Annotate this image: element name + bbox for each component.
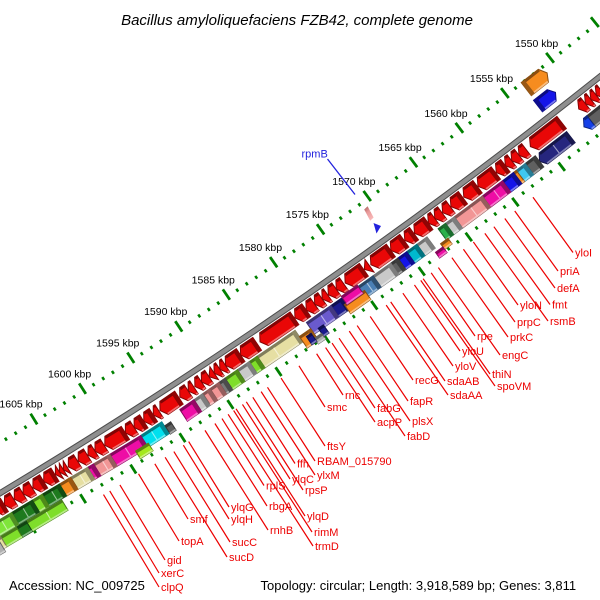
svg-text:rsmB: rsmB xyxy=(550,316,576,328)
svg-text:rimM: rimM xyxy=(314,527,338,539)
svg-text:1585 kbp: 1585 kbp xyxy=(192,274,235,286)
svg-text:ftsY: ftsY xyxy=(327,441,347,453)
svg-text:fabD: fabD xyxy=(407,431,430,443)
svg-text:1575 kbp: 1575 kbp xyxy=(286,209,329,221)
svg-text:acpP: acpP xyxy=(377,417,402,429)
svg-text:rplS: rplS xyxy=(266,481,286,493)
svg-text:defA: defA xyxy=(557,283,580,295)
svg-text:1550 kbp: 1550 kbp xyxy=(515,38,558,50)
svg-text:plsX: plsX xyxy=(412,416,434,428)
svg-text:1580 kbp: 1580 kbp xyxy=(239,242,282,254)
svg-text:rnhB: rnhB xyxy=(270,525,293,537)
svg-text:sucC: sucC xyxy=(232,537,257,549)
svg-text:1595 kbp: 1595 kbp xyxy=(96,338,139,350)
svg-text:rnc: rnc xyxy=(345,390,361,402)
svg-text:rpmB: rpmB xyxy=(302,149,328,161)
svg-text:ylqC: ylqC xyxy=(292,474,314,486)
svg-text:ylqD: ylqD xyxy=(307,511,329,523)
svg-text:1560 kbp: 1560 kbp xyxy=(424,108,467,120)
svg-text:1570 kbp: 1570 kbp xyxy=(332,176,375,188)
svg-text:prkC: prkC xyxy=(510,332,533,344)
svg-text:ffh: ffh xyxy=(297,459,309,471)
svg-text:fabG: fabG xyxy=(377,403,401,415)
svg-text:xerC: xerC xyxy=(161,568,184,580)
svg-text:yloI: yloI xyxy=(575,248,592,260)
svg-text:thiN: thiN xyxy=(492,369,512,381)
svg-text:clpQ: clpQ xyxy=(161,582,184,594)
svg-text:Topology: circular; Length: 3,: Topology: circular; Length: 3,918,589 bp… xyxy=(261,578,577,593)
svg-text:ylqH: ylqH xyxy=(231,514,253,526)
svg-text:engC: engC xyxy=(502,350,528,362)
svg-text:Bacillus amyloliquefaciens FZB: Bacillus amyloliquefaciens FZB42, comple… xyxy=(121,12,473,29)
svg-text:1590 kbp: 1590 kbp xyxy=(144,306,187,318)
svg-text:yloV: yloV xyxy=(455,361,477,373)
svg-text:rbgA: rbgA xyxy=(269,501,293,513)
svg-text:smf: smf xyxy=(190,514,209,526)
svg-text:sucD: sucD xyxy=(229,552,254,564)
svg-text:gid: gid xyxy=(167,555,182,567)
svg-text:fapR: fapR xyxy=(410,396,433,408)
svg-text:ylxM: ylxM xyxy=(317,470,340,482)
svg-text:topA: topA xyxy=(181,536,204,548)
svg-text:sdaAA: sdaAA xyxy=(450,390,483,402)
svg-text:rpsP: rpsP xyxy=(305,485,328,497)
svg-text:Accession: NC_009725: Accession: NC_009725 xyxy=(9,578,145,593)
svg-text:1600 kbp: 1600 kbp xyxy=(48,368,91,380)
svg-text:priA: priA xyxy=(560,266,580,278)
svg-text:1555 kbp: 1555 kbp xyxy=(470,73,513,85)
svg-text:spoVM: spoVM xyxy=(497,381,531,393)
svg-text:ylqG: ylqG xyxy=(231,502,254,514)
svg-text:yloU: yloU xyxy=(462,346,484,358)
svg-text:rpe: rpe xyxy=(477,331,493,343)
svg-text:recG: recG xyxy=(415,375,439,387)
svg-text:fmt: fmt xyxy=(552,300,567,312)
svg-text:trmD: trmD xyxy=(315,541,339,553)
svg-text:1565 kbp: 1565 kbp xyxy=(378,142,421,154)
svg-text:smc: smc xyxy=(327,402,348,414)
svg-text:RBAM_015790: RBAM_015790 xyxy=(317,456,392,468)
svg-text:1605 kbp: 1605 kbp xyxy=(0,399,43,411)
svg-text:prpC: prpC xyxy=(517,317,541,329)
svg-text:yloN: yloN xyxy=(520,300,542,312)
svg-text:sdaAB: sdaAB xyxy=(447,376,479,388)
